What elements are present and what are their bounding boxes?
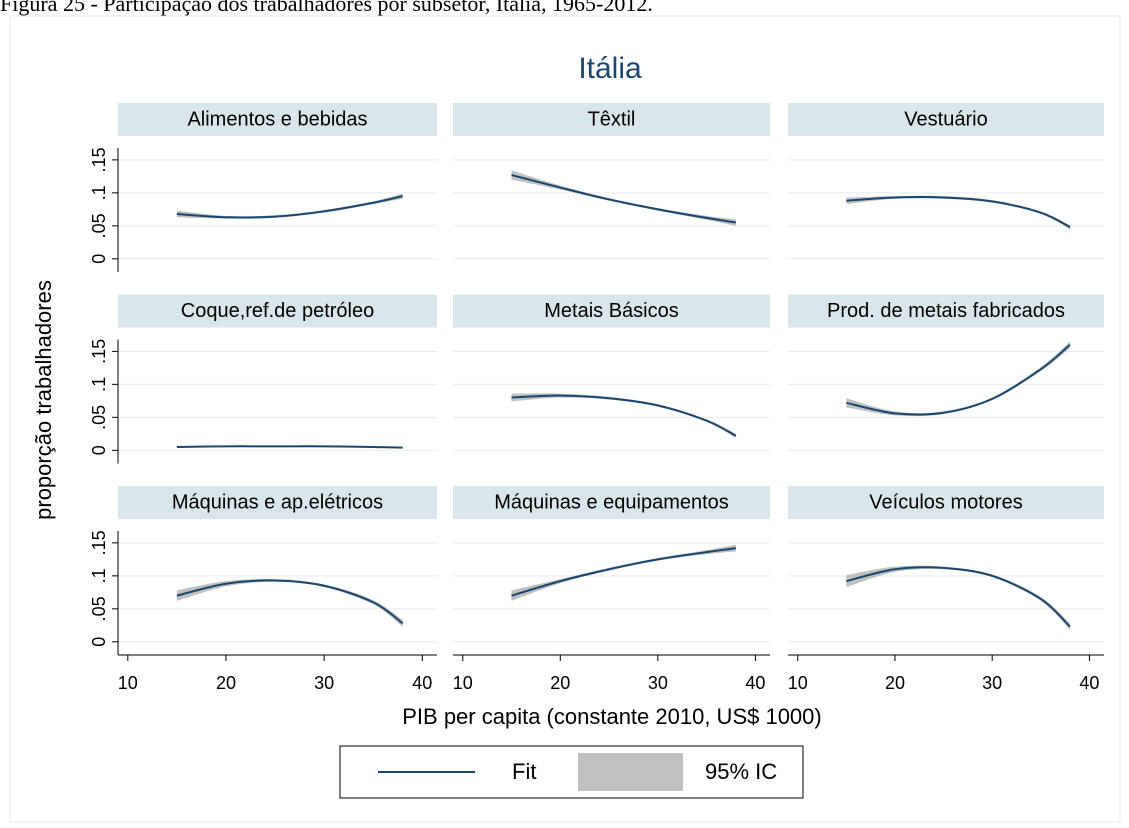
facet-title: Vestuário <box>904 108 987 130</box>
facet-strip <box>453 103 770 136</box>
confidence-band <box>511 170 736 226</box>
x-tick-label: 10 <box>788 673 808 693</box>
y-tick-label: 0 <box>89 254 109 264</box>
fit-line <box>846 344 1071 416</box>
x-tick-label: 20 <box>550 673 570 693</box>
chart-title: Itália <box>578 52 642 85</box>
facet-title: Têxtil <box>588 108 636 130</box>
x-tick-label: 40 <box>745 673 765 693</box>
facet-strip <box>788 103 1104 136</box>
x-tick-label: 20 <box>885 673 905 693</box>
plot-region <box>9 15 1121 823</box>
facet-strip <box>788 486 1104 519</box>
fit-line <box>176 445 403 449</box>
facet-strip <box>453 294 770 328</box>
y-tick-label: .15 <box>89 147 109 172</box>
facet-title: Veículos motores <box>869 491 1022 513</box>
fit-line <box>511 394 737 437</box>
y-tick-label: .1 <box>89 568 109 583</box>
legend-ci-swatch <box>578 753 683 791</box>
fit-line <box>846 196 1071 229</box>
y-tick-label: .05 <box>89 213 109 238</box>
facet-title: Alimentos e bebidas <box>187 108 367 130</box>
x-tick-label: 30 <box>648 673 668 693</box>
facet-title: Máquinas e equipamentos <box>494 491 729 513</box>
facet-strip <box>118 486 437 519</box>
fit-line <box>511 547 736 597</box>
confidence-band <box>846 565 1070 630</box>
x-tick-label: 10 <box>118 673 138 693</box>
legend-ci-label: 95% IC <box>705 759 777 784</box>
y-tick-label: .15 <box>89 339 109 364</box>
fit-line <box>176 579 404 625</box>
facet-title: Prod. de metais fabricados <box>827 300 1065 322</box>
x-tick-label: 40 <box>1079 673 1099 693</box>
x-tick-label: 30 <box>982 673 1002 693</box>
facet-strip <box>788 294 1104 328</box>
facet-strip <box>453 486 770 519</box>
facet-title: Máquinas e ap.elétricos <box>172 491 383 513</box>
x-tick-label: 20 <box>216 673 236 693</box>
x-tick-label: 10 <box>453 673 473 693</box>
y-tick-label: .1 <box>89 377 109 392</box>
y-tick-label: 0 <box>89 445 109 455</box>
facet-strip <box>118 294 437 328</box>
x-tick-label: 30 <box>314 673 334 693</box>
y-tick-label: 0 <box>89 637 109 647</box>
y-tick-label: .05 <box>89 596 109 621</box>
y-axis-label: proporção trabalhadores <box>31 280 56 520</box>
fit-line <box>176 195 403 219</box>
fit-line <box>846 566 1071 628</box>
caption: Figura 25 - Participação dos trabalhador… <box>0 0 653 16</box>
y-tick-label: .1 <box>89 185 109 200</box>
x-tick-label: 40 <box>412 673 432 693</box>
fit-line <box>511 174 737 224</box>
y-tick-label: .05 <box>89 405 109 430</box>
x-axis-label: PIB per capita (constante 2010, US$ 1000… <box>402 704 821 729</box>
facet-title: Metais Básicos <box>544 300 679 322</box>
facet-strip <box>118 103 437 136</box>
facet-title: Coque,ref.de petróleo <box>181 300 374 322</box>
y-tick-label: .15 <box>89 530 109 555</box>
legend-fit-label: Fit <box>512 759 536 784</box>
